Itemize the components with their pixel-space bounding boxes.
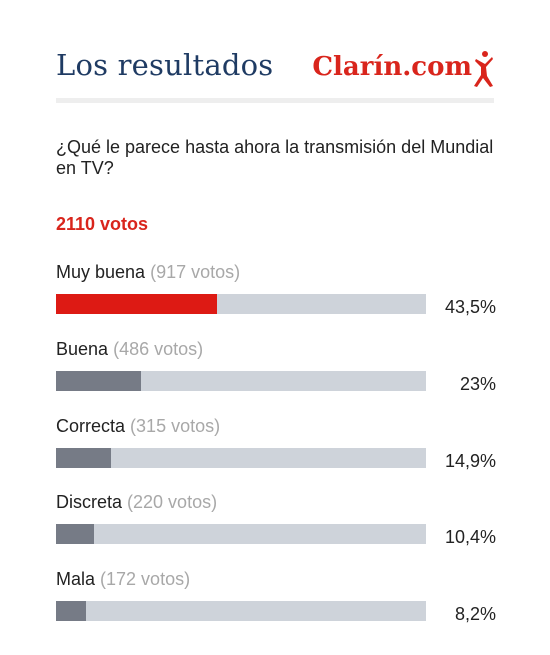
poll-option-buena: Buena (486 votos) 23% xyxy=(56,339,496,409)
option-bar-track xyxy=(56,371,426,391)
option-bar-fill xyxy=(56,524,94,544)
option-label: Muy buena xyxy=(56,262,146,282)
option-votes: (315 votos) xyxy=(130,416,221,436)
option-bar-fill xyxy=(56,371,141,391)
option-bar-track xyxy=(56,601,426,621)
poll-title: Los resultados xyxy=(56,48,274,82)
option-label: Mala xyxy=(56,569,96,589)
brand-name: Clarín.com xyxy=(312,52,472,82)
clarin-figure-icon xyxy=(474,51,493,87)
option-percent: 10,4% xyxy=(444,527,496,547)
header-divider xyxy=(56,98,494,103)
clarin-logo[interactable]: Clarín.com xyxy=(312,50,494,90)
option-votes: (917 votos) xyxy=(150,262,241,282)
option-percent: 8,2% xyxy=(454,604,496,624)
poll-option-mala: Mala (172 votos) 8,2% xyxy=(56,569,496,639)
poll-option-correcta: Correcta (315 votos) 14,9% xyxy=(56,416,496,486)
option-votes: (220 votos) xyxy=(127,492,218,512)
option-bar-track xyxy=(56,524,426,544)
option-percent: 23% xyxy=(459,374,496,394)
option-votes: (486 votos) xyxy=(113,339,204,359)
option-bar-fill xyxy=(56,601,86,621)
option-percent: 43,5% xyxy=(444,297,496,317)
option-bar-fill xyxy=(56,448,111,468)
poll-question: ¿Qué le parece hasta ahora la transmisió… xyxy=(56,137,494,178)
option-bar-track xyxy=(56,448,426,468)
option-percent: 14,9% xyxy=(444,451,496,471)
poll-header: Los resultados Clarín.com xyxy=(56,44,494,92)
poll-option-discreta: Discreta (220 votos) 10,4% xyxy=(56,492,496,562)
option-votes: (172 votos) xyxy=(100,569,191,589)
poll-option-muy-buena: Muy buena (917 votos) 43,5% xyxy=(56,262,496,332)
option-label: Discreta xyxy=(56,492,123,512)
option-bar-fill xyxy=(56,294,217,314)
option-label: Correcta xyxy=(56,416,126,436)
option-label: Buena xyxy=(56,339,109,359)
total-votes: 2110 votos xyxy=(56,214,149,234)
option-bar-track xyxy=(56,294,426,314)
